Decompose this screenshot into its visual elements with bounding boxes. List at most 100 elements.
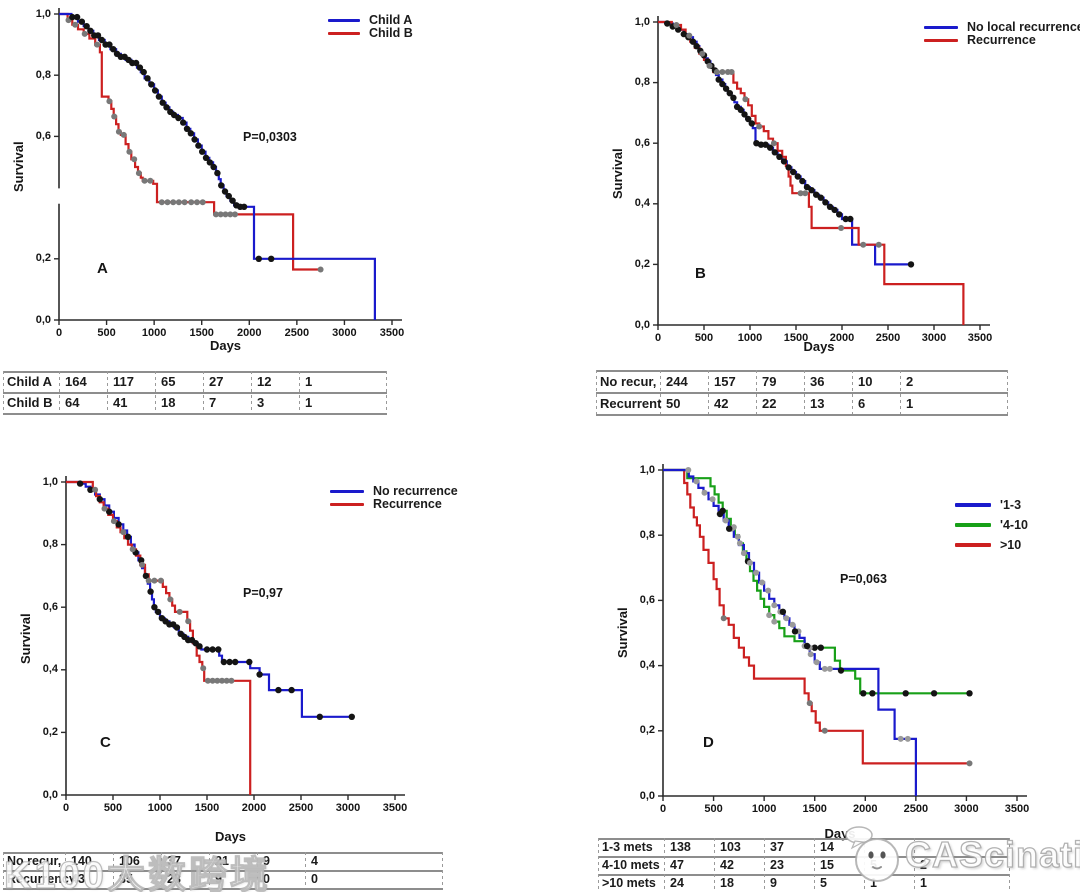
risk-table-border [3,870,443,872]
censor-marker [709,496,716,503]
x-tick-label: 3500 [1004,803,1030,815]
censor-marker [175,199,182,206]
censor-marker [811,644,818,651]
x-axis-title: Days [209,338,242,353]
x-tick-label: 0 [55,327,63,339]
censor-marker [215,646,222,653]
censor-marker [316,713,323,720]
censor-marker [719,80,726,88]
risk-table-cell: 9 [263,853,270,868]
risk-table-cell: 138 [670,839,691,854]
censor-marker [167,596,174,603]
censor-marker [771,602,778,609]
risk-table-cell: 140 [71,853,92,868]
x-tick-label: 3500 [379,327,405,339]
censor-marker [196,643,203,650]
censor-marker [210,163,217,171]
censor-marker [930,690,938,697]
censor-marker [163,104,170,111]
km-curve--4-10 [663,468,972,695]
censor-marker [206,159,213,166]
censor-marker [202,154,210,161]
risk-table-divider [209,852,210,888]
censor-marker [745,115,752,123]
censor-marker [817,644,824,651]
censor-marker [154,608,162,616]
risk-table-divider [299,371,300,413]
censor-marker [737,106,744,114]
censor-marker [175,114,182,122]
censor-marker [860,690,867,697]
censor-marker [693,478,700,485]
censor-marker [897,735,904,742]
legend-line-swatch [328,18,360,23]
risk-table-divider [442,852,443,888]
y-tick-label: 0,0 [35,313,51,326]
legend-entry: Child B [328,27,413,39]
y-tick-label: 0,4 [639,659,655,672]
legend-line-swatch [955,503,991,507]
censor-marker [847,215,854,223]
legend-line-swatch [330,489,364,494]
censor-marker [110,518,117,525]
censor-marker [776,153,783,160]
censor-marker [188,199,195,206]
censor-marker [115,521,122,528]
x-axis-title: Days [803,339,835,354]
risk-table-border [3,413,387,415]
legend-label: '4-10 [1000,517,1028,532]
censor-marker [180,119,187,126]
risk-table-cell: 22 [762,395,777,411]
y-tick-label: 0,6 [639,593,655,606]
km-curve--1-3 [663,468,917,796]
risk-table-border [596,392,1008,394]
censor-marker [836,211,843,218]
risk-table-row-label: No recur, [600,373,657,389]
censor-marker [288,686,295,694]
km-curve-no-recurrence [66,480,353,718]
censor-marker [680,30,687,38]
censor-marker [124,533,132,540]
censor-marker [203,646,211,653]
x-tick-label: 3000 [335,802,361,814]
risk-table-divider [664,838,665,892]
censor-marker [275,686,282,694]
risk-table: 1-3 mets 138 103 37 14 4-10 mets 47 42 23 15 5 2 >10… [598,838,1010,892]
censor-marker [218,182,225,189]
risk-table-cell: 21 [215,853,229,868]
risk-table-cell: 4 [311,853,318,868]
censor-marker [83,23,90,30]
risk-table-cell: 164 [65,374,87,389]
risk-table-cell: 50 [666,395,681,411]
censor-marker [94,41,101,48]
y-tick-label: 1,0 [639,463,655,476]
risk-table-cell: 35 [119,871,133,886]
censor-marker [689,38,697,45]
x-tick-label: 2000 [829,332,855,344]
p-value-label: P=0,063 [840,572,887,586]
legend: '1-3 '4-10 >10 [955,496,1028,556]
risk-table-cell: 18 [720,875,734,890]
censor-marker [966,690,973,697]
panel-d: Survival Days P=0,063 D '1-3'4-10 >10 1-3… [540,446,1080,892]
y-tick-label: 0,2 [35,252,51,265]
risk-table-cell: 64 [65,395,80,410]
risk-table-cell: 7 [209,395,217,410]
censor-marker [69,13,76,21]
risk-table-divider [764,838,765,892]
risk-table-row-label: Recurrent [600,395,662,411]
risk-table-cell: 5 [820,875,827,890]
censor-marker [209,646,216,653]
risk-table-row-label: Recurrency [7,871,76,886]
risk-table-cell: 9 [215,871,222,886]
censor-marker [831,206,838,214]
censor-marker [785,164,792,171]
legend-label: Recurrence [373,497,442,512]
censor-marker [232,658,239,666]
censor-marker [713,69,720,75]
risk-table-divider [814,838,815,892]
censor-marker [838,225,845,231]
y-tick-label: 0,4 [634,197,650,210]
panel-letter: C [100,734,111,751]
legend-line-swatch [328,31,360,36]
